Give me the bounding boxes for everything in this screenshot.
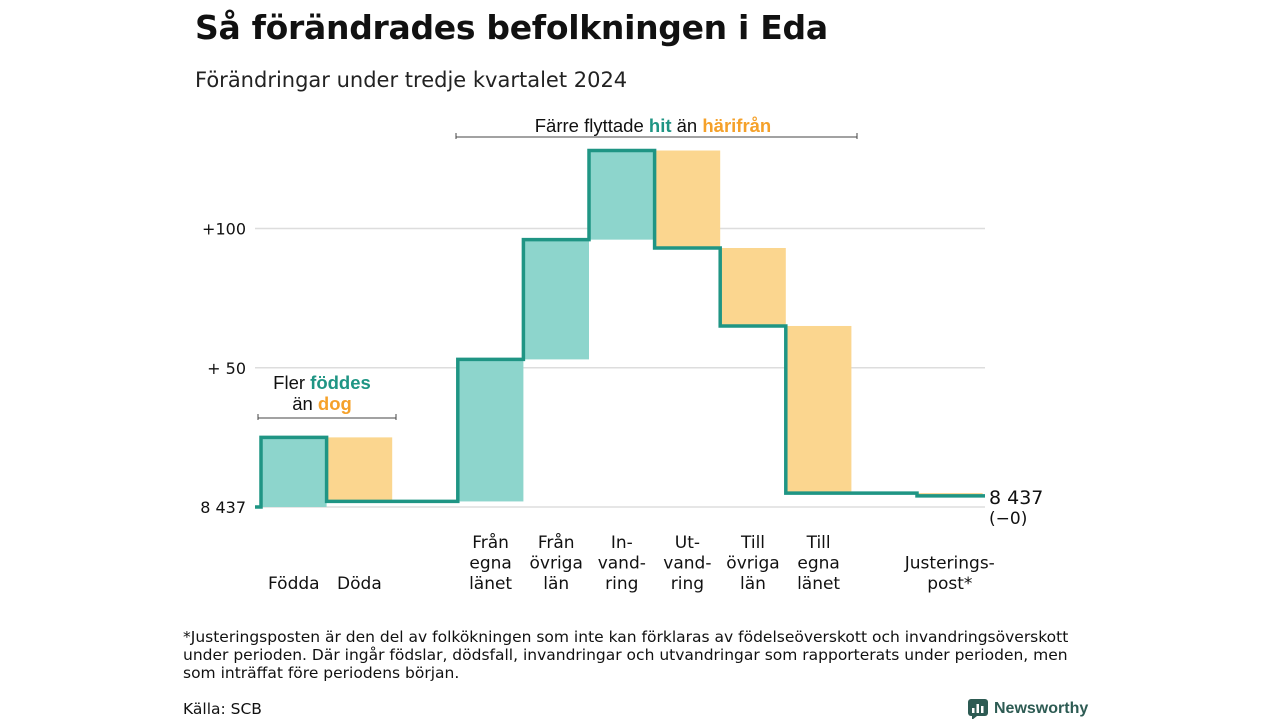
annotation-text: än dog [292, 393, 352, 414]
x-label: län [740, 574, 766, 594]
annotation-part: hit [649, 115, 672, 136]
bar-1 [261, 437, 327, 507]
x-label: länet [469, 574, 512, 594]
source-note: Källa: SCB [183, 700, 262, 718]
bar-7 [720, 247, 786, 326]
x-axis-labels: Födda DödaFrånegnalänetFrånövrigalänIn-va… [268, 532, 995, 594]
annotation-text: Färre flyttade hit än härifrån [535, 115, 772, 136]
chart-title: Så förändrades befolkningen i Eda [195, 8, 828, 47]
x-label: Till [806, 533, 831, 553]
cumulative-step-line [255, 148, 985, 509]
annotation-part: än [292, 393, 318, 414]
bars-layer [261, 150, 983, 507]
y-axis-ticks: 8 437 + 50 +100 [200, 220, 246, 518]
brand-logo[interactable]: Newsworthy [968, 697, 1088, 721]
x-label: ring [605, 574, 638, 594]
bar-2 [326, 437, 393, 502]
annotation-part: Fler [273, 372, 310, 393]
x-label: län [543, 574, 569, 594]
y-tick-label: + 50 [207, 359, 246, 378]
x-label: egna [797, 554, 839, 574]
annotation-bracket [257, 414, 397, 420]
annotation-text: Fler föddes [273, 372, 371, 393]
bar-4 [523, 239, 589, 360]
annotation-part: än [672, 115, 703, 136]
end-value-layer: 8 437(−0) [989, 487, 1043, 529]
annotation-part: föddes [310, 372, 371, 393]
x-label: vand- [598, 554, 646, 574]
annotation-part: härifrån [702, 115, 771, 136]
x-label: Från [538, 532, 575, 553]
chart-subtitle: Förändringar under tredje kvartalet 2024 [195, 68, 628, 92]
x-label: länet [797, 574, 840, 594]
x-label: Döda [337, 574, 382, 594]
y-tick-label: +100 [202, 220, 246, 239]
bar-6 [654, 150, 721, 248]
x-label: Från [472, 532, 509, 553]
x-label: Till [740, 533, 765, 553]
step-line-layer [255, 148, 985, 509]
bar-3 [457, 359, 524, 502]
annotation-part: dog [318, 393, 352, 414]
x-label: Födda [268, 574, 320, 594]
brand-name: Newsworthy [994, 700, 1089, 717]
bar-8 [785, 325, 852, 494]
annotation-bracket [455, 133, 858, 139]
x-label: Justerings- [904, 554, 995, 574]
y-tick-label: 8 437 [200, 498, 246, 517]
newsworthy-logo-icon [968, 699, 988, 719]
bar-5 [589, 150, 655, 240]
x-label: övriga [726, 554, 779, 574]
footnote: *Justeringsposten är den del av folkökni… [183, 628, 1069, 682]
x-label: övriga [530, 554, 583, 574]
end-value-label: 8 437 [989, 487, 1043, 509]
end-change-label: (−0) [989, 509, 1027, 529]
x-label: post* [927, 574, 972, 594]
x-label: Ut- [675, 533, 700, 553]
x-label: vand- [663, 554, 711, 574]
x-label: egna [469, 554, 511, 574]
x-label: ring [671, 574, 704, 594]
x-label: In- [611, 533, 633, 553]
annotation-part: Färre flyttade [535, 115, 649, 136]
